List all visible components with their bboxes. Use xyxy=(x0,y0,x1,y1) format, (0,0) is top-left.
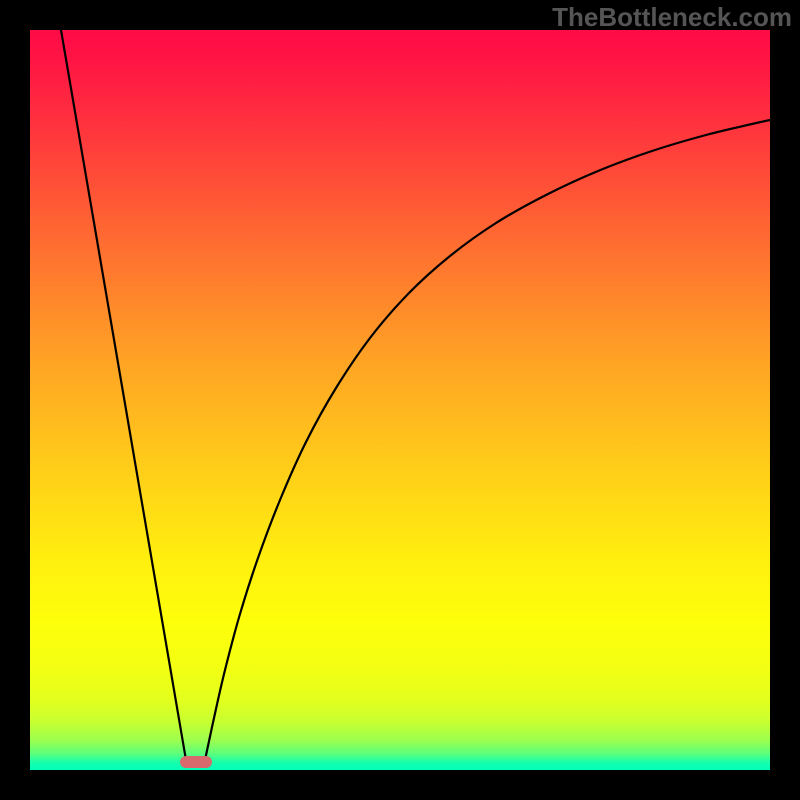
optimal-marker xyxy=(180,756,212,768)
chart-container: TheBottleneck.com xyxy=(0,0,800,800)
bottleneck-curve xyxy=(61,30,770,760)
curve-layer xyxy=(0,0,800,800)
watermark-text: TheBottleneck.com xyxy=(552,2,792,33)
